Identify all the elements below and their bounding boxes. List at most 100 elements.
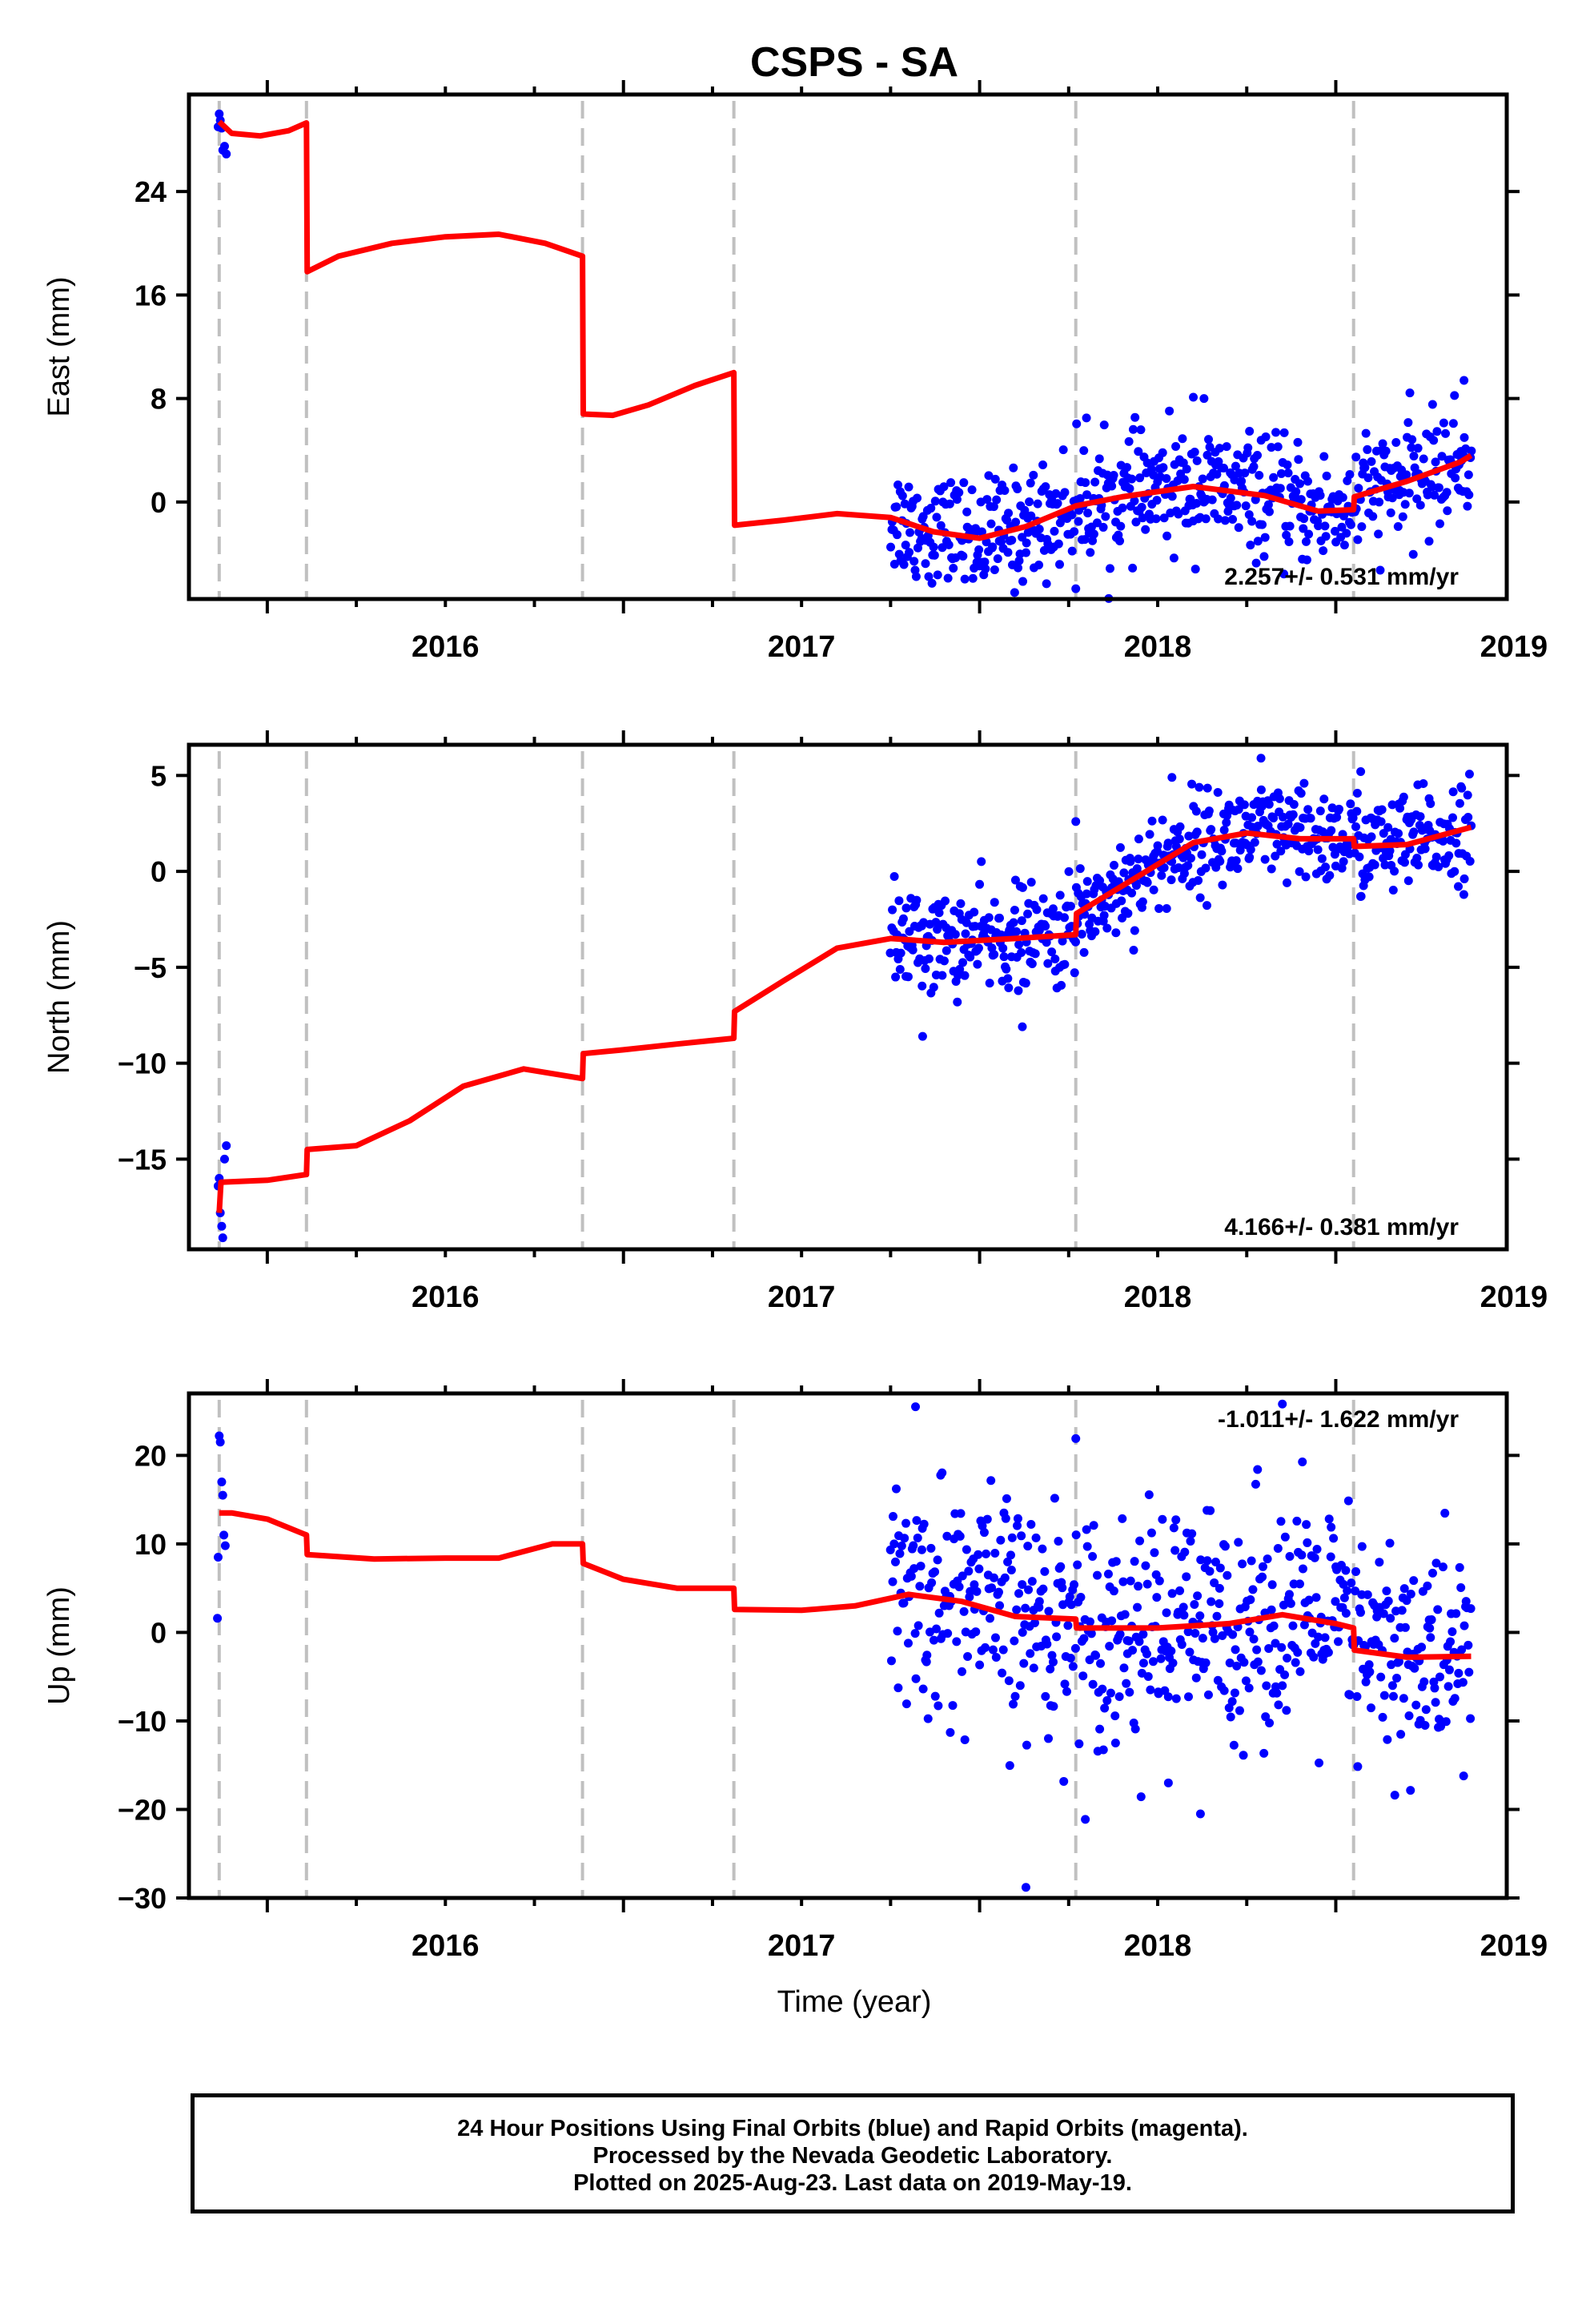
data-point xyxy=(1248,1585,1258,1594)
data-point xyxy=(944,540,954,549)
data-point xyxy=(895,1549,905,1558)
plot-frame xyxy=(187,1391,1509,1900)
data-point xyxy=(1131,517,1141,527)
data-point xyxy=(1171,1694,1181,1703)
data-point xyxy=(1456,1583,1466,1593)
data-point xyxy=(982,1514,992,1524)
data-point xyxy=(1264,1643,1274,1653)
data-point xyxy=(933,924,942,934)
data-point xyxy=(909,557,919,566)
data-point xyxy=(1039,545,1049,555)
data-point xyxy=(1203,1556,1212,1566)
data-point xyxy=(1027,1577,1037,1586)
data-point xyxy=(1021,1603,1030,1613)
data-point xyxy=(1025,497,1034,507)
data-point xyxy=(1341,1608,1351,1618)
data-point xyxy=(1009,918,1018,927)
data-point xyxy=(1460,874,1469,883)
data-point xyxy=(1460,432,1469,442)
data-point xyxy=(1173,476,1182,485)
data-point xyxy=(1343,1586,1352,1595)
data-point xyxy=(1435,1672,1444,1682)
data-point xyxy=(1074,1739,1084,1749)
data-point xyxy=(960,1735,970,1744)
data-point xyxy=(1145,830,1154,839)
data-point xyxy=(1304,846,1314,856)
data-point xyxy=(1332,812,1342,822)
data-point xyxy=(1081,478,1090,488)
data-point xyxy=(1024,1585,1034,1594)
data-point xyxy=(962,507,972,517)
data-point xyxy=(949,563,958,573)
data-point xyxy=(1213,1675,1223,1685)
data-point xyxy=(917,981,927,991)
data-point xyxy=(905,528,915,537)
data-point xyxy=(1190,1600,1199,1610)
data-point xyxy=(941,896,950,906)
data-point xyxy=(1098,1745,1108,1755)
data-point xyxy=(1438,1562,1447,1572)
data-point xyxy=(1239,1751,1248,1760)
data-point xyxy=(1375,497,1384,507)
data-point xyxy=(943,1629,953,1638)
data-point xyxy=(1044,1734,1054,1743)
data-point xyxy=(1219,1686,1229,1695)
data-point xyxy=(1441,428,1451,438)
y-axis-label: North (mm) xyxy=(42,920,76,1074)
data-point xyxy=(1158,448,1167,457)
data-point xyxy=(1162,1608,1171,1618)
data-point xyxy=(921,1657,931,1667)
x-tick-label: 2018 xyxy=(1124,1281,1192,1314)
data-point xyxy=(1063,1621,1073,1630)
data-point xyxy=(1004,983,1014,993)
data-point xyxy=(1110,1711,1120,1721)
data-point xyxy=(1330,850,1339,859)
data-point xyxy=(1060,959,1070,969)
data-point xyxy=(1325,870,1335,880)
data-point xyxy=(912,895,921,905)
data-point xyxy=(1167,773,1177,782)
data-point xyxy=(1047,1651,1057,1660)
data-point xyxy=(1419,1677,1429,1687)
data-point xyxy=(219,1530,229,1540)
data-point xyxy=(1451,473,1460,483)
data-point xyxy=(1011,517,1021,527)
data-point xyxy=(1315,1758,1324,1767)
data-point xyxy=(1348,813,1358,822)
data-point xyxy=(933,1555,942,1565)
data-point xyxy=(1311,1638,1320,1648)
data-point xyxy=(1205,1566,1215,1576)
data-point xyxy=(1135,473,1145,483)
data-point xyxy=(992,495,1002,505)
data-point xyxy=(1367,832,1376,842)
data-point xyxy=(1256,785,1266,794)
data-point xyxy=(1374,529,1383,539)
data-point xyxy=(990,898,999,907)
data-point xyxy=(1378,1712,1387,1722)
data-point xyxy=(962,1545,971,1554)
data-point xyxy=(1459,890,1468,899)
data-point xyxy=(1068,1662,1078,1671)
data-point xyxy=(1420,844,1430,854)
data-point xyxy=(1191,1673,1201,1683)
data-point xyxy=(966,952,975,962)
data-point xyxy=(1127,474,1137,484)
data-point xyxy=(1205,442,1215,452)
data-point xyxy=(1192,456,1202,465)
data-point xyxy=(1232,501,1242,510)
data-point xyxy=(954,1582,964,1591)
data-point xyxy=(1243,443,1253,452)
data-point xyxy=(1207,1597,1216,1606)
data-point xyxy=(1075,864,1085,874)
data-point xyxy=(1212,469,1222,479)
x-tick-label: 2017 xyxy=(768,1929,836,1963)
data-point xyxy=(1040,1566,1050,1576)
data-point xyxy=(942,946,951,955)
data-point xyxy=(1128,563,1138,573)
data-point xyxy=(1310,1553,1319,1562)
data-point xyxy=(974,1564,984,1574)
data-point xyxy=(1385,1538,1395,1548)
data-point xyxy=(1192,499,1202,509)
data-point xyxy=(1180,1547,1190,1557)
data-point xyxy=(1460,376,1469,385)
